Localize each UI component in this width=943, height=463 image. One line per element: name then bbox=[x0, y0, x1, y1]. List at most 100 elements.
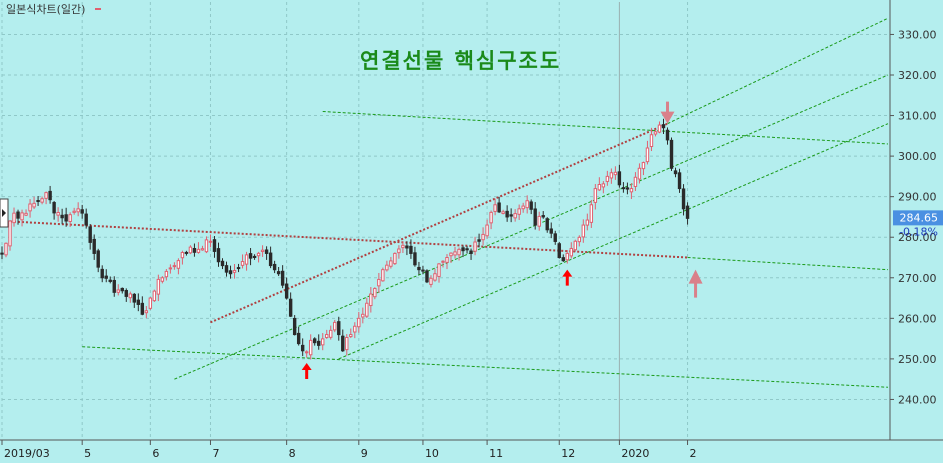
candle-body bbox=[469, 250, 473, 254]
candle-body bbox=[44, 192, 48, 199]
candle-body bbox=[112, 279, 116, 293]
candle-body bbox=[405, 245, 409, 249]
y-tick-label: 260.00 bbox=[898, 312, 937, 325]
candle-body bbox=[621, 187, 626, 190]
candle-body bbox=[136, 299, 141, 305]
candle-body bbox=[669, 139, 674, 169]
candle-body bbox=[120, 287, 124, 292]
x-tick-label: 2019/03 bbox=[4, 447, 50, 460]
candle-body bbox=[216, 248, 221, 263]
candle-body bbox=[577, 236, 582, 243]
candle-body bbox=[625, 187, 630, 190]
x-tick-label: 11 bbox=[489, 447, 503, 460]
candle-body bbox=[421, 269, 425, 272]
candle-body bbox=[276, 271, 281, 275]
candle-body bbox=[72, 210, 76, 213]
candle-body bbox=[645, 147, 650, 163]
candle-body bbox=[20, 212, 24, 221]
x-tick-label: 6 bbox=[152, 447, 159, 460]
candle-body bbox=[296, 332, 301, 345]
trend-line bbox=[338, 123, 889, 360]
candle-body bbox=[232, 270, 237, 273]
y-tick-label: 300.00 bbox=[898, 150, 937, 163]
candle-body bbox=[429, 277, 433, 285]
candle-body bbox=[132, 293, 137, 303]
candle-body bbox=[633, 176, 638, 187]
candle-body bbox=[545, 218, 549, 231]
candle-body bbox=[357, 317, 361, 328]
candle-body bbox=[292, 317, 297, 336]
candle-body bbox=[537, 215, 541, 227]
candle-body bbox=[653, 131, 658, 135]
candle-body bbox=[473, 241, 477, 252]
candle-body bbox=[76, 208, 80, 213]
candle-body bbox=[649, 134, 654, 148]
candle-body bbox=[661, 124, 666, 129]
candle-body bbox=[637, 167, 642, 180]
candle-body bbox=[12, 212, 16, 224]
candle-body bbox=[593, 188, 598, 203]
candle-body bbox=[84, 213, 88, 226]
candle-body bbox=[92, 238, 96, 254]
trend-line bbox=[174, 74, 889, 380]
chevron-right-icon bbox=[2, 209, 6, 217]
candle-body bbox=[457, 248, 461, 256]
candle-body bbox=[613, 171, 618, 176]
candle-body bbox=[300, 344, 305, 352]
candle-body bbox=[497, 202, 501, 213]
candle-body bbox=[288, 298, 293, 317]
trend-line bbox=[82, 346, 889, 388]
x-tick-label: 5 bbox=[84, 447, 91, 460]
candle-body bbox=[220, 260, 225, 267]
candle-body bbox=[501, 211, 505, 214]
candle-body bbox=[393, 252, 397, 265]
scroll-handle[interactable] bbox=[0, 198, 9, 228]
candle-body bbox=[365, 302, 369, 317]
candle-body bbox=[204, 239, 209, 253]
candle-body bbox=[449, 252, 453, 257]
candle-body bbox=[156, 278, 161, 295]
candle-body bbox=[140, 302, 145, 315]
candle-body bbox=[609, 172, 614, 179]
candle-body bbox=[100, 268, 104, 279]
candle-body bbox=[437, 263, 441, 277]
candle-body bbox=[529, 201, 533, 210]
candle-body bbox=[172, 265, 177, 268]
candle-body bbox=[413, 252, 417, 266]
candle-body bbox=[176, 260, 181, 269]
candle-body bbox=[445, 257, 449, 263]
y-tick-label: 290.00 bbox=[898, 191, 937, 204]
candle-body bbox=[256, 252, 261, 257]
candle-body bbox=[200, 248, 205, 251]
down-arrow-icon bbox=[660, 101, 675, 124]
y-tick-label: 240.00 bbox=[898, 393, 937, 406]
candle-body bbox=[313, 338, 317, 344]
candle-body bbox=[601, 183, 606, 188]
candle-body bbox=[196, 248, 201, 253]
candle-body bbox=[48, 190, 52, 201]
candle-body bbox=[381, 269, 385, 282]
candle-body bbox=[168, 267, 173, 270]
x-tick-label: 10 bbox=[425, 447, 439, 460]
trend-line bbox=[667, 17, 889, 125]
y-tick-label: 250.00 bbox=[898, 353, 937, 366]
candle-body bbox=[465, 248, 469, 251]
candle-body bbox=[373, 288, 377, 298]
candle-body bbox=[597, 184, 602, 191]
last-change: -0.18% bbox=[899, 225, 938, 238]
candle-body bbox=[685, 205, 690, 219]
x-tick-labels: 2019/03 5 6 7 8 9 10 11 12 2020 2 bbox=[1, 440, 697, 460]
candle-body bbox=[240, 261, 245, 266]
candle-body bbox=[461, 247, 465, 252]
chart-title: 연결선물 핵심구조도 bbox=[360, 49, 561, 73]
candle-body bbox=[184, 251, 189, 254]
candle-body bbox=[489, 211, 493, 224]
candle-body bbox=[192, 248, 197, 253]
y-tick-label: 320.00 bbox=[898, 69, 937, 82]
candle-body bbox=[681, 188, 686, 210]
candle-body bbox=[228, 270, 233, 275]
candle-body bbox=[401, 244, 405, 249]
trend-line bbox=[322, 111, 889, 145]
candle-body bbox=[665, 129, 670, 141]
